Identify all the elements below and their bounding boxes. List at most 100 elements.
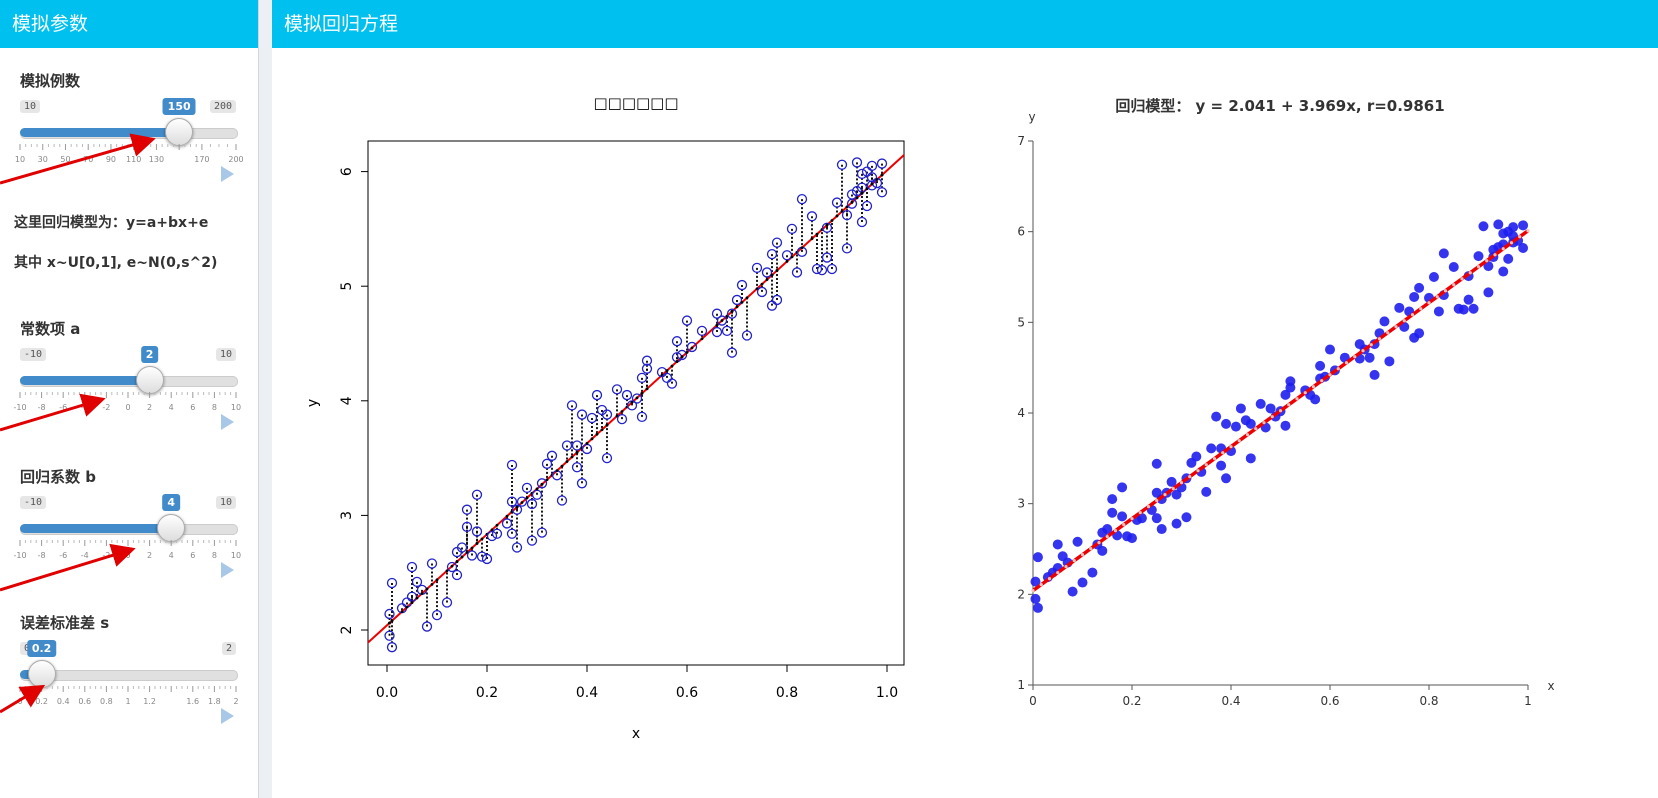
sample-size-slider[interactable]: 10 200 150 10 30 50 70 90 110 130 170 200 (15, 98, 244, 182)
data-point (876, 187, 888, 198)
slider-tick-label: 0.8 (100, 697, 113, 706)
fitted-point (630, 401, 634, 404)
slider-value-label: 2 (140, 346, 159, 363)
slider-tick-label: -8 (38, 551, 46, 560)
data-point (626, 400, 638, 411)
fitted-point (410, 601, 414, 604)
slope-slider[interactable]: -10 10 4 -10 -8 -6 -4 -2 0 2 4 6 8 10 (13, 494, 241, 578)
play-icon[interactable] (221, 562, 234, 578)
fitted-point (745, 296, 749, 300)
data-point (1280, 420, 1291, 431)
fitted-marker (1089, 547, 1093, 551)
data-point (1097, 545, 1108, 556)
data-point (526, 498, 538, 510)
data-point (1171, 518, 1182, 529)
fitted-marker (1056, 571, 1060, 575)
fitted-point (525, 496, 529, 500)
slider-label-a: 常数项 a (20, 320, 81, 338)
fitted-point (775, 269, 779, 272)
slider-label-s: 误差标准差 s (20, 614, 110, 632)
fitted-marker (1171, 487, 1175, 491)
data-point (811, 263, 823, 275)
fitted-marker (1435, 295, 1439, 299)
slider-tick-label: 1.8 (208, 697, 221, 706)
data-point (696, 325, 708, 337)
fitted-point (740, 300, 744, 304)
fitted-marker (1526, 229, 1530, 233)
data-point (576, 478, 588, 489)
data-point (786, 223, 798, 235)
data-point (771, 294, 783, 306)
data-point (556, 495, 568, 506)
slider-min-label: -10 (20, 496, 47, 509)
fitted-marker (1113, 529, 1118, 533)
x-tick-label: 0.8 (1419, 694, 1438, 708)
play-icon[interactable] (221, 166, 234, 182)
fitted-point (575, 451, 579, 454)
intercept-slider[interactable]: -10 10 2 -10 -8 -6 -4 -2 0 2 4 6 8 10 (13, 346, 241, 430)
data-point (731, 294, 743, 306)
data-point (1463, 294, 1474, 305)
fitted-point (810, 237, 814, 241)
y-tick-label: 3 (1017, 497, 1025, 511)
data-point (406, 561, 418, 573)
error-sd-slider[interactable]: 020.200.20.40.60.811.21.61.82 (17, 640, 239, 724)
fitted-point (470, 546, 474, 550)
data-point (1468, 303, 1479, 314)
data-point (1151, 458, 1162, 469)
data-point (641, 363, 653, 374)
slider-handle[interactable] (27, 660, 56, 688)
play-icon[interactable] (221, 708, 234, 724)
x-axis-label: x (1547, 679, 1554, 693)
data-point (1458, 304, 1469, 315)
data-point (1181, 512, 1192, 523)
data-point (1518, 242, 1529, 253)
fitted-point (665, 369, 669, 372)
data-point (1032, 552, 1043, 563)
slider-tick-label: 0 (125, 403, 130, 412)
slider-fill (20, 376, 150, 385)
x-axis-label: x (632, 726, 640, 742)
fitted-point (455, 560, 459, 564)
fitted-marker (1039, 583, 1043, 587)
data-point (1067, 586, 1078, 597)
data-point (1483, 287, 1494, 298)
data-point (1498, 228, 1509, 239)
fitted-marker (1130, 517, 1134, 521)
fitted-marker (1031, 589, 1035, 593)
data-point (521, 482, 533, 494)
data-point (836, 159, 848, 170)
data-point (1127, 533, 1137, 544)
fitted-marker (1287, 403, 1291, 407)
y-tick-label: 6 (339, 167, 355, 176)
slider-max-label: 10 (215, 348, 236, 361)
chart-title: □□□□□□ (593, 94, 678, 112)
data-point (1379, 316, 1390, 327)
slider-tick-label: 10 (15, 155, 25, 164)
data-point (796, 193, 808, 205)
y-tick-label: 7 (1017, 134, 1025, 148)
play-icon[interactable] (221, 414, 234, 430)
slider-tick-label: 8 (212, 403, 217, 412)
fitted-marker (1270, 415, 1274, 419)
x-tick-label: 0.6 (676, 685, 698, 701)
fitted-marker (1336, 367, 1340, 371)
slider-max-label: 200 (209, 100, 236, 113)
slider-tick-label: 200 (228, 155, 243, 164)
data-point (1072, 536, 1083, 547)
data-point (761, 267, 773, 278)
fitted-point (675, 360, 679, 363)
y-tick-label: 4 (1017, 406, 1025, 420)
fitted-marker (1204, 463, 1208, 467)
data-point (821, 252, 833, 263)
slider-label-b: 回归系数 b (20, 468, 96, 486)
y-axis-label: y (305, 399, 321, 407)
data-point (681, 315, 693, 326)
data-point (1052, 539, 1063, 550)
fitted-point (405, 605, 409, 609)
data-point (491, 528, 503, 539)
fitted-point (635, 396, 639, 400)
slider-tick-label: 110 (126, 155, 141, 164)
data-point (1171, 489, 1182, 500)
fitted-marker (1047, 577, 1052, 581)
